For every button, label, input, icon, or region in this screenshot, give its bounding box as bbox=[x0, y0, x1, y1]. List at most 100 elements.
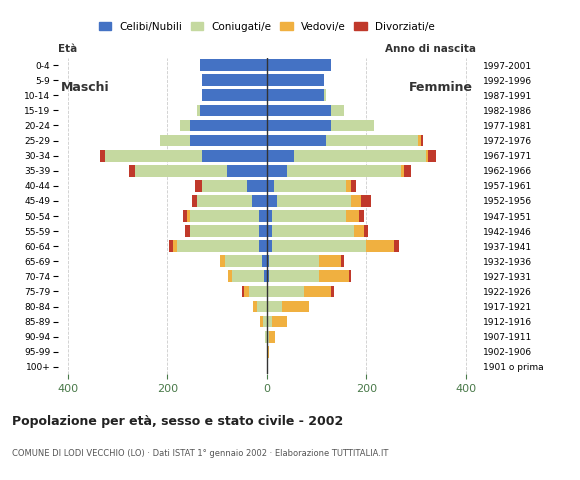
Bar bbox=[346, 180, 351, 192]
Bar bbox=[263, 316, 267, 327]
Bar bbox=[267, 195, 277, 207]
Bar bbox=[282, 300, 309, 312]
Bar bbox=[224, 255, 262, 267]
Bar bbox=[228, 270, 232, 282]
Text: COMUNE DI LODI VECCHIO (LO) · Dati ISTAT 1° gennaio 2002 · Elaborazione TUTTITAL: COMUNE DI LODI VECCHIO (LO) · Dati ISTAT… bbox=[12, 449, 388, 458]
Bar bbox=[364, 225, 368, 237]
Bar bbox=[404, 165, 411, 177]
Bar bbox=[418, 135, 421, 146]
Bar bbox=[274, 180, 346, 192]
Bar bbox=[200, 105, 267, 116]
Bar bbox=[354, 225, 364, 237]
Bar bbox=[257, 300, 267, 312]
Bar bbox=[220, 255, 224, 267]
Bar bbox=[267, 346, 269, 358]
Bar bbox=[351, 195, 361, 207]
Bar bbox=[267, 286, 304, 297]
Bar bbox=[192, 195, 197, 207]
Bar bbox=[267, 300, 282, 312]
Bar bbox=[100, 150, 105, 162]
Bar bbox=[267, 105, 331, 116]
Bar bbox=[287, 165, 401, 177]
Bar bbox=[324, 89, 327, 101]
Bar bbox=[421, 135, 423, 146]
Bar bbox=[160, 135, 190, 146]
Bar bbox=[265, 331, 267, 343]
Bar bbox=[426, 150, 429, 162]
Bar bbox=[105, 150, 202, 162]
Bar bbox=[202, 150, 267, 162]
Text: Anno di nascita: Anno di nascita bbox=[385, 45, 476, 54]
Bar bbox=[331, 105, 344, 116]
Bar bbox=[272, 240, 366, 252]
Bar bbox=[294, 150, 426, 162]
Text: Femmine: Femmine bbox=[409, 81, 473, 94]
Bar bbox=[346, 210, 359, 222]
Bar bbox=[272, 210, 346, 222]
Bar bbox=[267, 59, 331, 71]
Bar bbox=[366, 240, 394, 252]
Bar bbox=[185, 225, 190, 237]
Bar bbox=[244, 286, 249, 297]
Bar bbox=[349, 270, 351, 282]
Bar bbox=[259, 210, 267, 222]
Bar bbox=[267, 255, 269, 267]
Bar bbox=[227, 165, 267, 177]
Bar bbox=[267, 120, 331, 132]
Bar bbox=[267, 74, 324, 86]
Bar bbox=[232, 270, 264, 282]
Bar bbox=[272, 225, 354, 237]
Bar bbox=[351, 180, 356, 192]
Bar bbox=[267, 210, 272, 222]
Bar bbox=[267, 165, 287, 177]
Bar bbox=[267, 150, 294, 162]
Bar bbox=[304, 286, 331, 297]
Text: Popolazione per età, sesso e stato civile - 2002: Popolazione per età, sesso e stato civil… bbox=[12, 415, 343, 428]
Bar bbox=[267, 240, 272, 252]
Bar bbox=[429, 150, 436, 162]
Bar bbox=[401, 165, 404, 177]
Bar bbox=[269, 255, 319, 267]
Bar bbox=[277, 195, 351, 207]
Bar bbox=[331, 120, 374, 132]
Bar bbox=[267, 361, 269, 373]
Bar bbox=[249, 286, 267, 297]
Bar bbox=[252, 195, 267, 207]
Bar bbox=[267, 89, 324, 101]
Bar bbox=[190, 120, 267, 132]
Bar bbox=[187, 210, 190, 222]
Bar bbox=[319, 270, 349, 282]
Bar bbox=[190, 225, 259, 237]
Bar bbox=[253, 300, 257, 312]
Bar bbox=[135, 165, 227, 177]
Bar bbox=[267, 180, 274, 192]
Bar bbox=[202, 180, 247, 192]
Bar bbox=[264, 270, 267, 282]
Bar bbox=[169, 240, 173, 252]
Bar bbox=[247, 180, 267, 192]
Bar bbox=[195, 180, 202, 192]
Bar bbox=[394, 240, 398, 252]
Text: Età: Età bbox=[58, 45, 77, 54]
Bar bbox=[197, 105, 200, 116]
Legend: Celibi/Nubili, Coniugati/e, Vedovi/e, Divorziati/e: Celibi/Nubili, Coniugati/e, Vedovi/e, Di… bbox=[96, 18, 438, 35]
Bar bbox=[267, 316, 272, 327]
Bar bbox=[180, 120, 190, 132]
Bar bbox=[267, 225, 272, 237]
Bar bbox=[267, 135, 327, 146]
Bar bbox=[267, 270, 269, 282]
Bar bbox=[331, 286, 334, 297]
Text: Maschi: Maschi bbox=[60, 81, 109, 94]
Bar bbox=[202, 74, 267, 86]
Bar bbox=[259, 225, 267, 237]
Bar bbox=[242, 286, 244, 297]
Bar bbox=[262, 255, 267, 267]
Bar bbox=[200, 59, 267, 71]
Bar bbox=[319, 255, 342, 267]
Bar bbox=[342, 255, 344, 267]
Bar bbox=[190, 135, 267, 146]
Bar bbox=[269, 270, 319, 282]
Bar bbox=[272, 316, 287, 327]
Bar bbox=[267, 331, 269, 343]
Bar bbox=[197, 195, 252, 207]
